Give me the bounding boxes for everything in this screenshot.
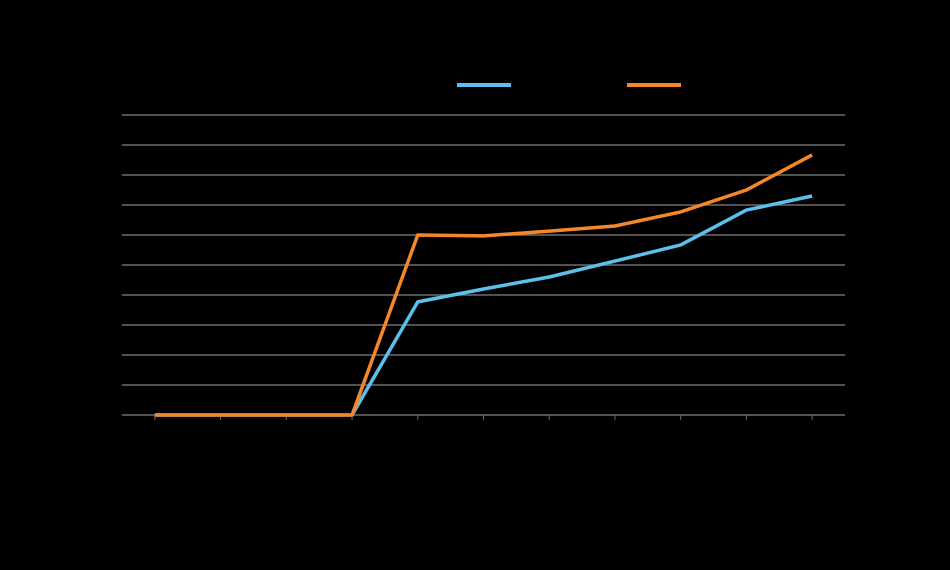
- series-line: [154, 153, 813, 417]
